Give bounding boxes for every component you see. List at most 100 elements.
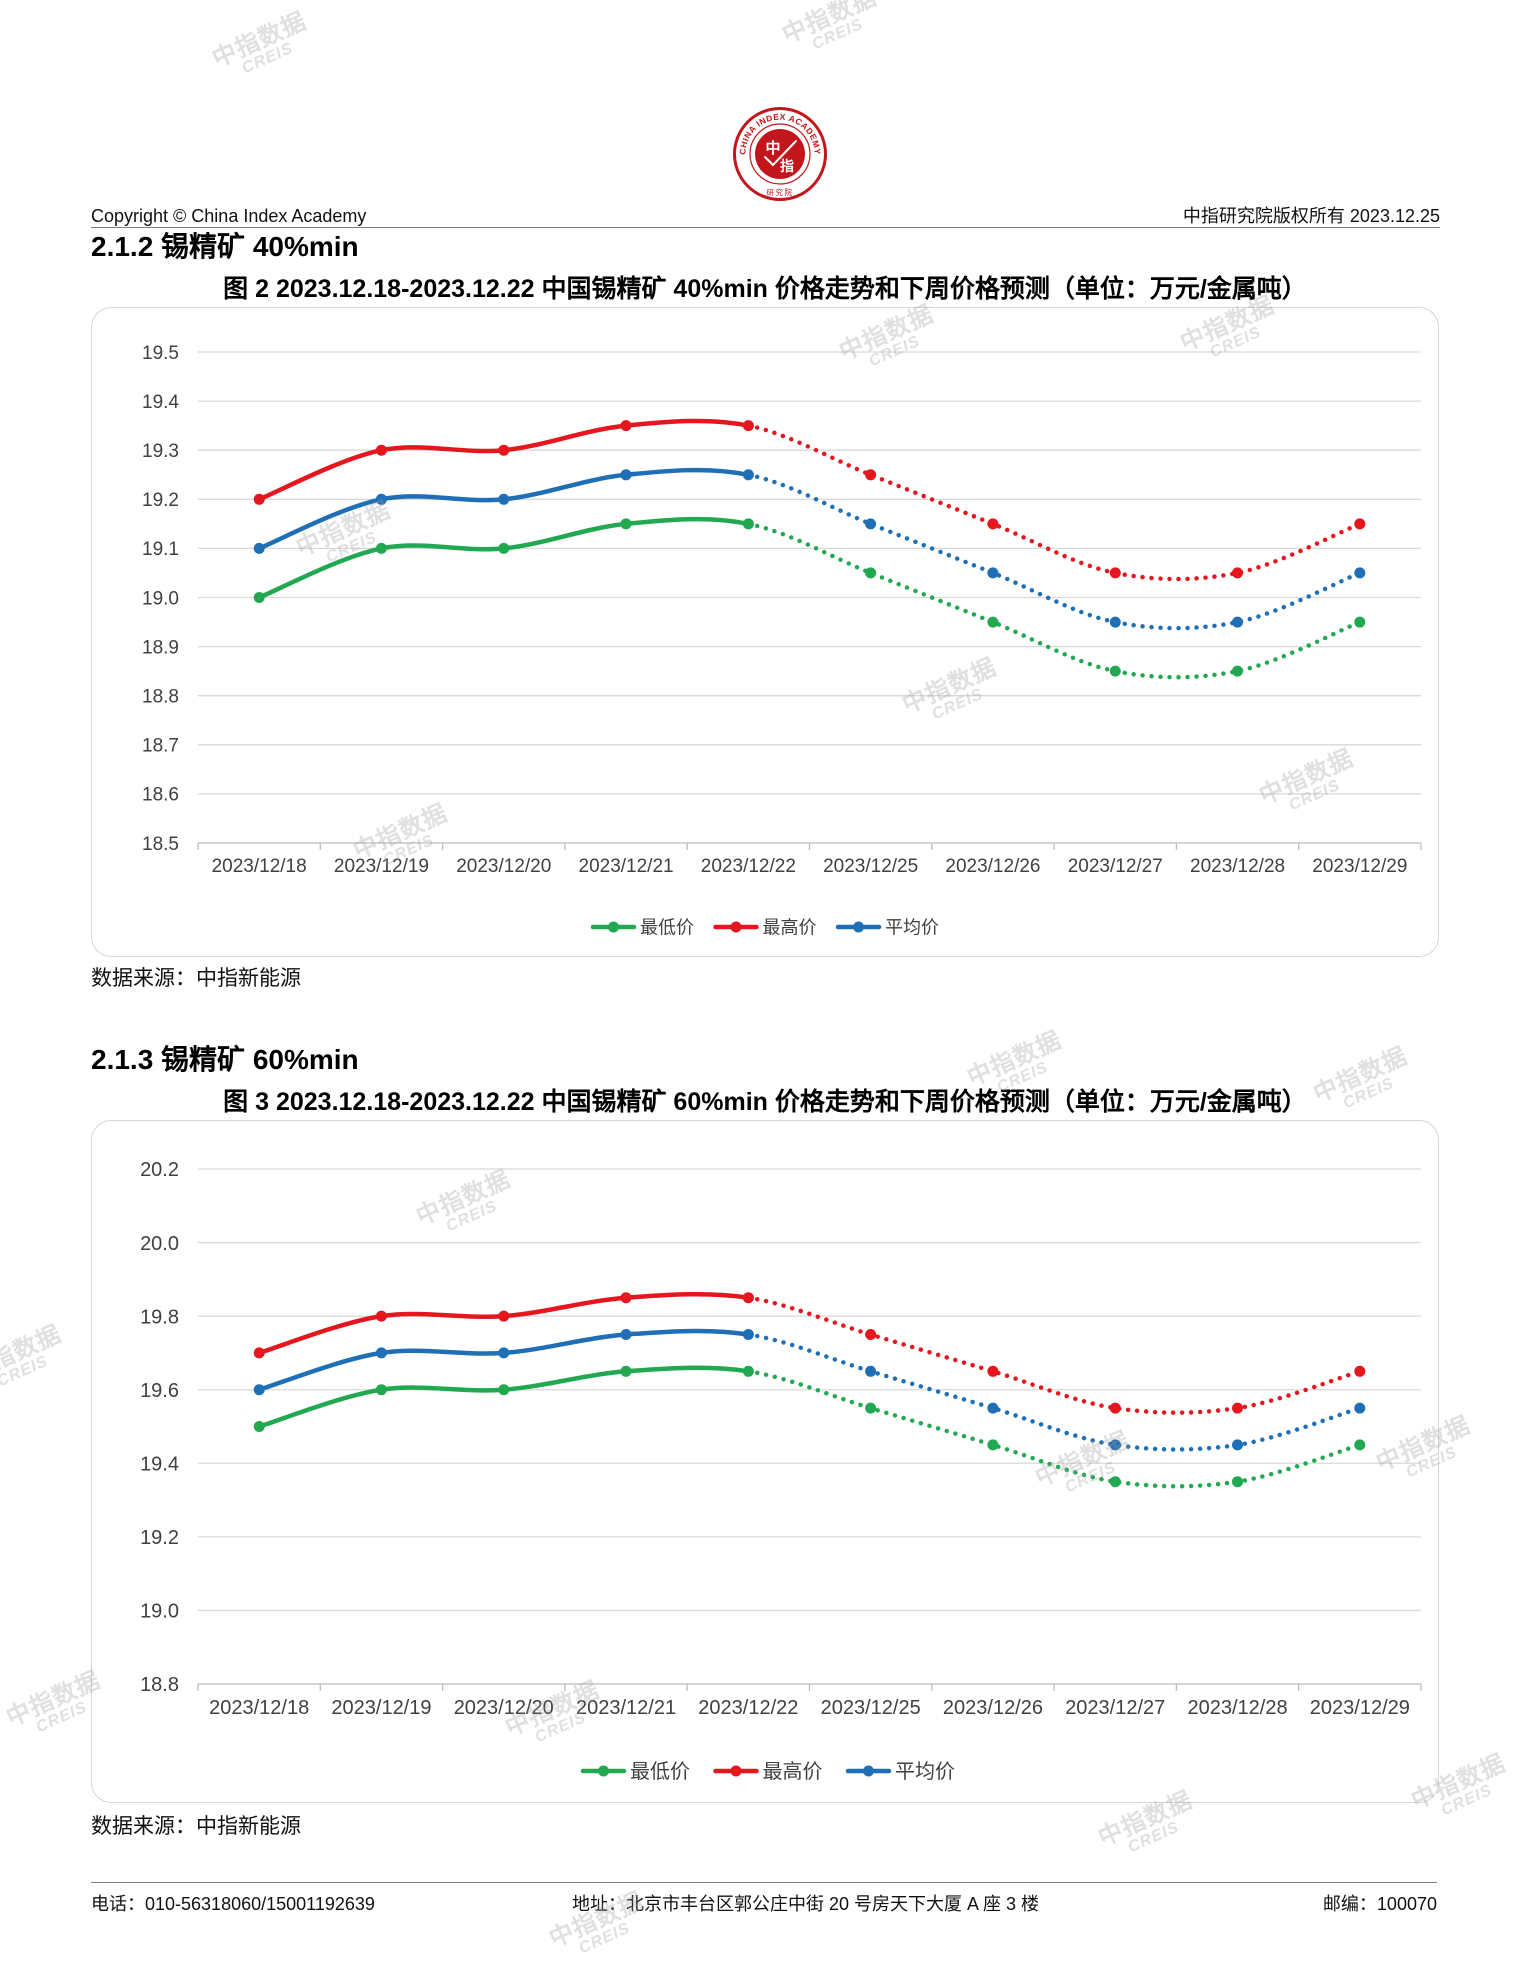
legend-label: 平均价 [885, 917, 939, 937]
data-point [864, 1365, 876, 1377]
series-min-price [253, 516, 1365, 679]
legend-item-min-price: 最低价 [580, 1760, 690, 1783]
y-tick-label: 19.4 [140, 1453, 179, 1475]
data-point [1231, 616, 1243, 628]
data-point [986, 566, 998, 578]
footer-phone: 电话：010-56318060/15001192639 [91, 1894, 375, 1914]
x-tick-label: 2023/12/22 [700, 856, 795, 877]
series-line-actual [256, 1365, 751, 1429]
watermark-subtext: CREIS [239, 39, 296, 78]
x-tick-label: 2023/12/20 [453, 1697, 553, 1719]
china-index-academy-logo: CHINA INDEX ACADEMY 中 指 研究院 [733, 107, 827, 201]
logo-check-mark [764, 140, 797, 167]
data-point [620, 1328, 631, 1340]
y-tick-label: 18.8 [140, 1674, 179, 1696]
data-point [1231, 1438, 1243, 1450]
series-line-forecast [745, 1294, 1362, 1415]
x-tick-label: 2023/12/22 [698, 1697, 798, 1719]
footer-address: 地址：北京市丰台区郭公庄中街 20 号房天下大厦 A 座 3 楼 [572, 1894, 1040, 1914]
data-point [742, 1365, 754, 1377]
y-axis: 19.5 19.4 19.3 19.2 19.1 19.0 18.9 18.8 18.7 18.6… [142, 342, 1421, 854]
series-line-forecast [745, 1368, 1362, 1489]
data-point [1231, 1402, 1243, 1414]
data-point [253, 1346, 265, 1358]
data-point [497, 444, 509, 456]
legend-label: 最低价 [630, 1760, 690, 1783]
watermark-text: 中指数据 [207, 6, 311, 73]
x-tick-label: 2023/12/20 [456, 856, 551, 877]
y-tick-label: 19.5 [142, 342, 179, 363]
series-max-price [253, 1291, 1365, 1415]
chart-title: 图 2 2023.12.18-2023.12.22 中国锡精矿 40%min 价… [223, 275, 1307, 303]
legend-item-min-price: 最低价 [590, 917, 694, 937]
data-point [1353, 566, 1365, 578]
data-point [620, 1365, 631, 1377]
data-point [497, 1383, 509, 1395]
series-line-actual [256, 1328, 751, 1392]
watermark-subtext: CREIS [809, 15, 866, 54]
x-tick-label: 2023/12/18 [211, 856, 306, 877]
logo-char-bottom: 指 [780, 158, 794, 174]
series-line-actual [256, 467, 751, 551]
x-tick-label: 2023/12/29 [1309, 1697, 1409, 1719]
y-tick-label: 19.0 [142, 588, 179, 609]
legend-label: 最低价 [640, 917, 694, 937]
y-tick-label: 18.9 [142, 637, 179, 658]
y-tick-label: 19.2 [142, 490, 179, 511]
data-point [1353, 1365, 1365, 1377]
data-point [497, 1310, 509, 1322]
copyright-text: Copyright © China Index Academy [91, 206, 367, 226]
data-point [1109, 1475, 1121, 1487]
data-point [375, 542, 387, 554]
series-line-actual [256, 418, 751, 502]
y-tick-label: 19.6 [140, 1379, 179, 1401]
legend-label: 平均价 [895, 1760, 955, 1783]
x-tick-label: 2023/12/18 [209, 1697, 309, 1719]
header-divider [91, 227, 1440, 228]
footer-divider [91, 1882, 1437, 1883]
data-point [1231, 665, 1243, 677]
x-tick-label: 2023/12/25 [820, 1697, 920, 1719]
legend-marker [607, 921, 619, 932]
data-point [1231, 1475, 1243, 1487]
data-point [253, 493, 265, 505]
y-axis: 20.2 20.0 19.8 19.6 19.4 19.2 19.0 18.8 [140, 1159, 1421, 1696]
data-point [986, 1365, 998, 1377]
data-point [1231, 566, 1243, 578]
series-line-forecast [745, 472, 1362, 630]
data-point [497, 1346, 509, 1358]
series-line-forecast [745, 521, 1362, 679]
x-axis: 2023/12/18 2023/12/19 2023/12/20 2023/12/21… [196, 1683, 1422, 1719]
data-point [375, 1310, 387, 1322]
data-point [986, 1402, 998, 1414]
y-tick-label: 19.8 [140, 1306, 179, 1328]
x-tick-label: 2023/12/27 [1065, 1697, 1165, 1719]
x-tick-label: 2023/12/29 [1312, 856, 1407, 877]
series-max-price [253, 418, 1365, 581]
data-point [375, 493, 387, 505]
data-point [986, 517, 998, 529]
data-point [864, 517, 876, 529]
data-point [1109, 616, 1121, 628]
data-point [1109, 566, 1121, 578]
x-tick-label: 2023/12/27 [1067, 856, 1162, 877]
legend-item-max-price: 最高价 [712, 1760, 822, 1783]
series-avg-price [253, 467, 1365, 630]
x-tick-label: 2023/12/28 [1187, 1697, 1287, 1719]
data-point [864, 468, 876, 480]
logo-bottom-text: 研究院 [767, 187, 794, 197]
legend-item-avg-price: 平均价 [835, 917, 939, 937]
y-tick-label: 19.2 [140, 1527, 179, 1549]
data-point [620, 419, 631, 431]
data-point [375, 444, 387, 456]
data-point [253, 542, 265, 554]
footer-postcode: 邮编：100070 [1322, 1894, 1437, 1914]
data-point [1109, 1438, 1121, 1450]
data-point [253, 1383, 265, 1395]
watermark-subtext: CREIS [0, 1352, 51, 1391]
section-heading: 2.1.3 锡精矿 60%min [91, 1044, 359, 1075]
legend-label: 最高价 [762, 917, 816, 937]
legend-item-avg-price: 平均价 [845, 1760, 955, 1783]
chart-container: 19.5 19.4 19.3 19.2 19.1 19.0 18.9 18.8 18.7 18.6… [91, 307, 1439, 957]
